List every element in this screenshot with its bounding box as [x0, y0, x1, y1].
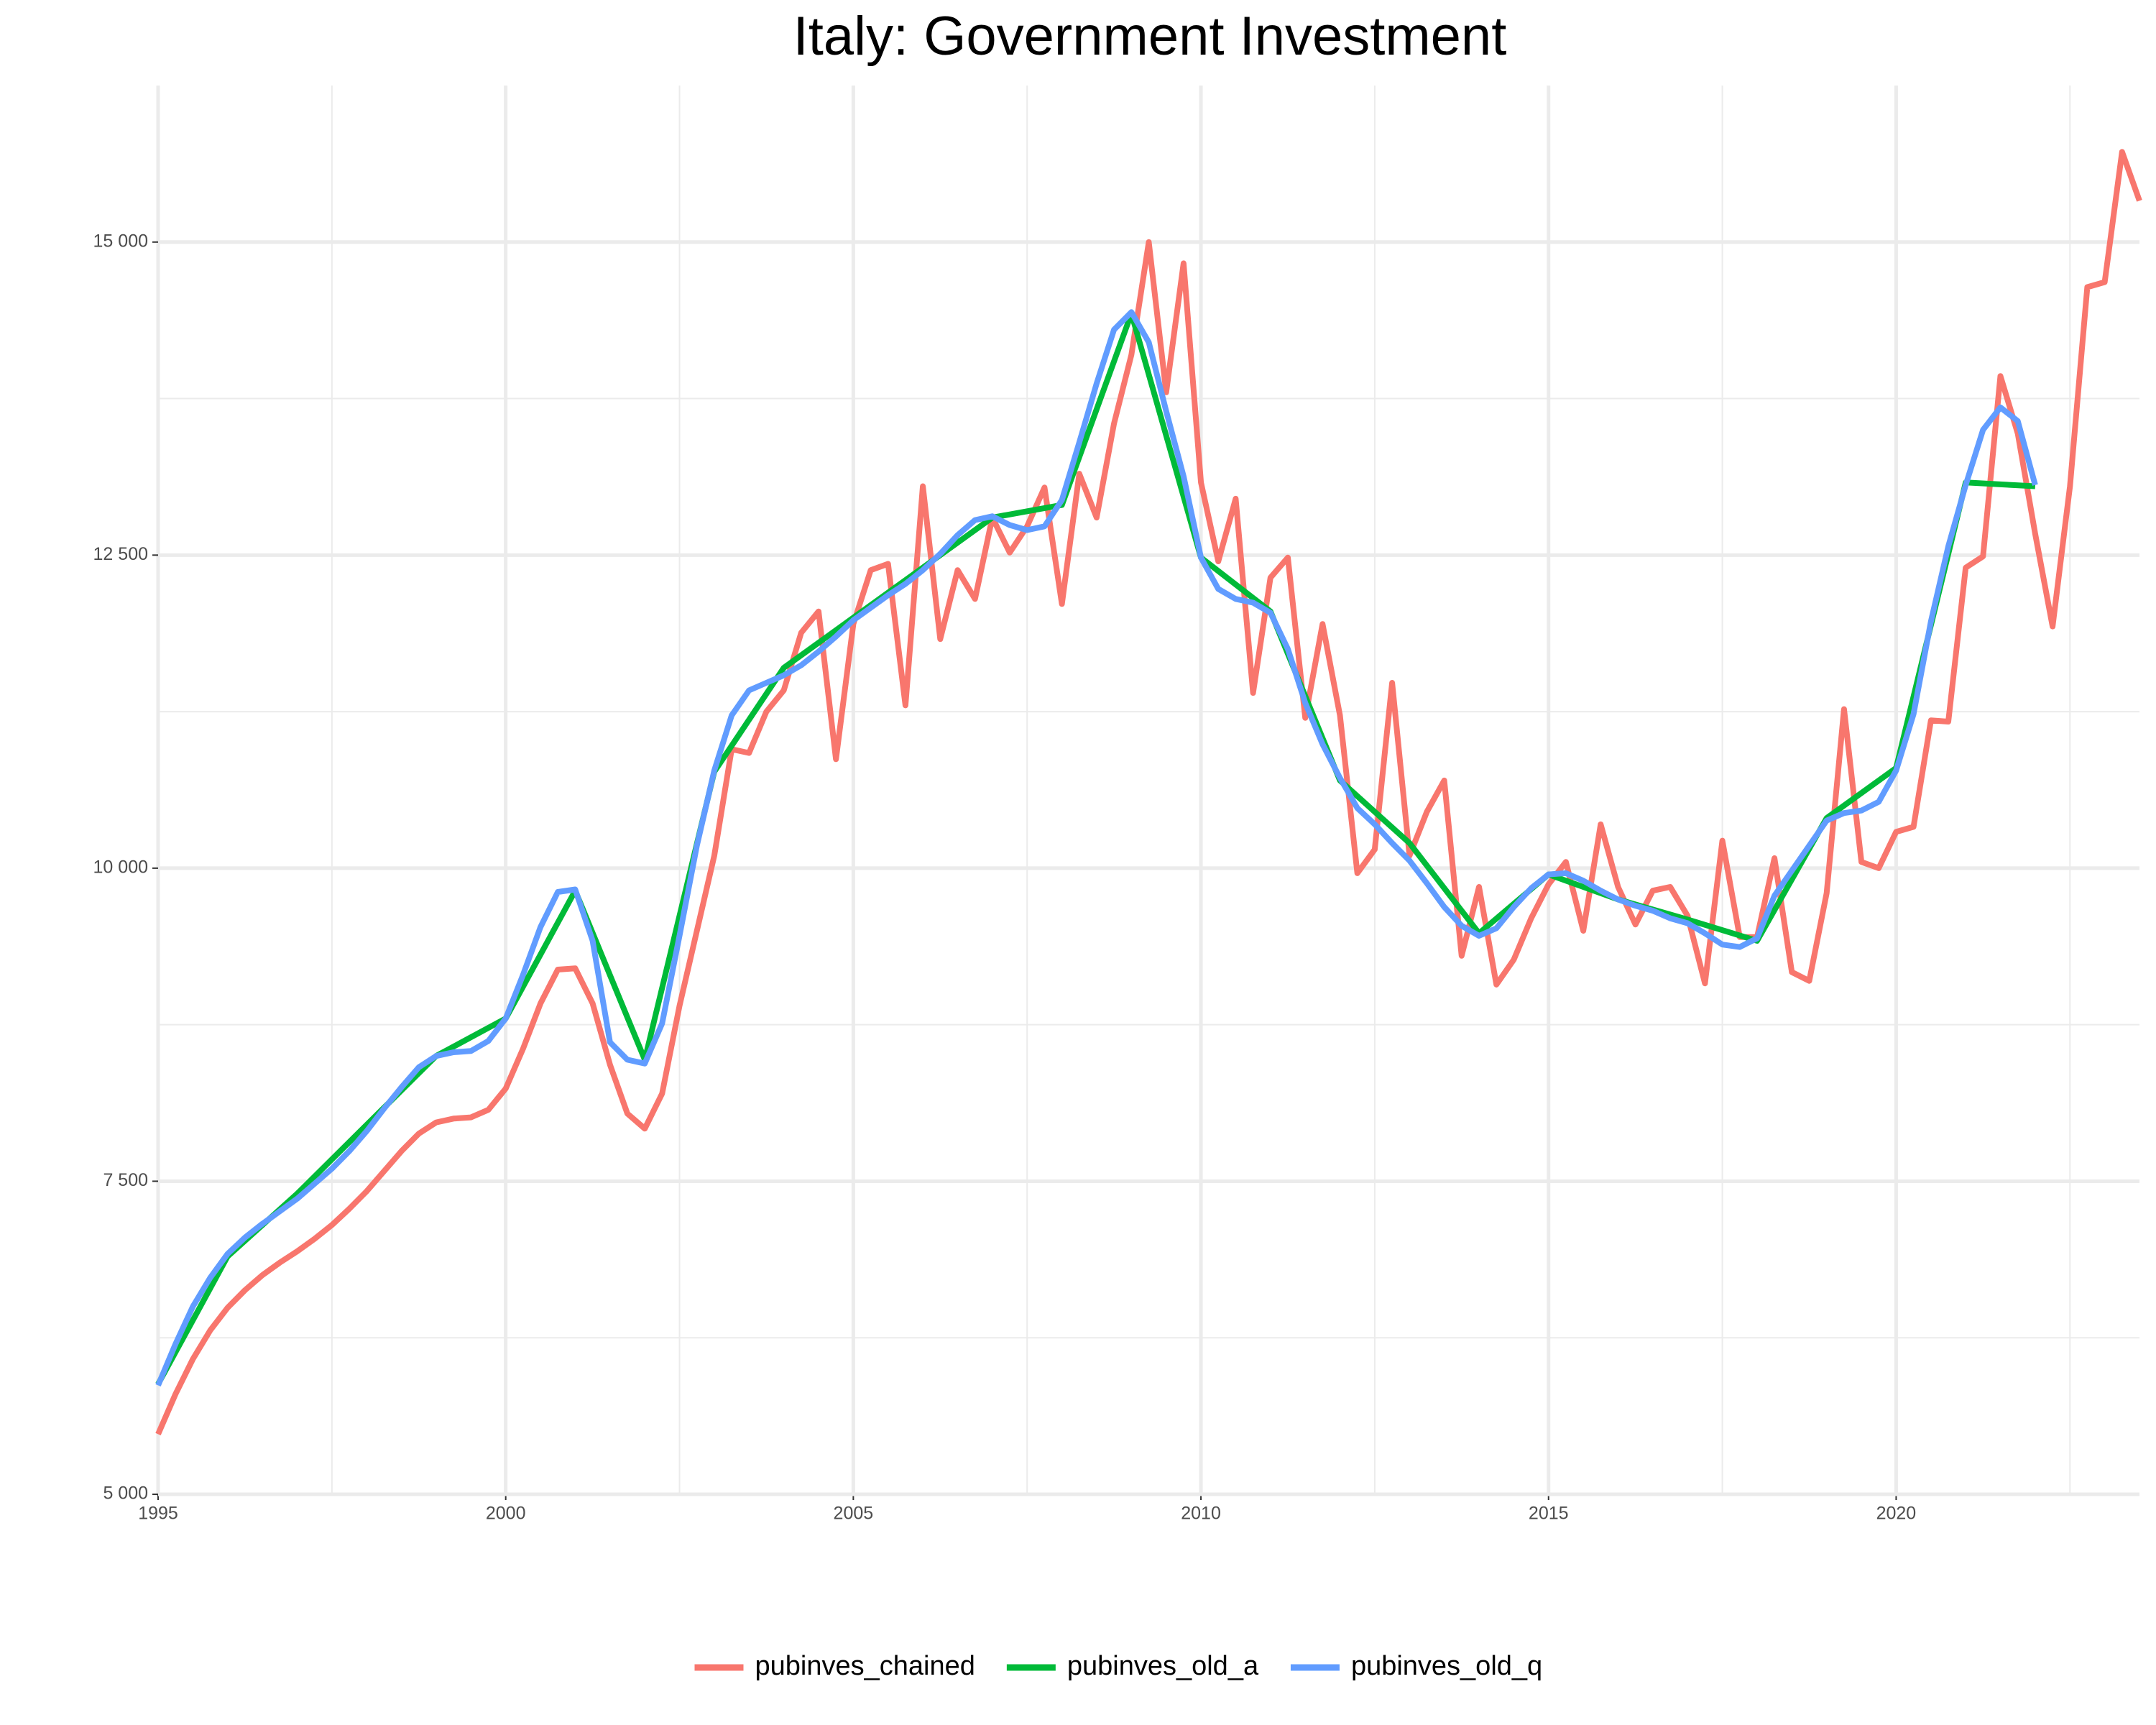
- y-tick-label: 15 000: [93, 231, 148, 251]
- legend: pubinves_chained pubinves_old_a pubinves_o…: [694, 1651, 1542, 1681]
- legend-label: pubinves_chained: [755, 1651, 975, 1681]
- y-tick-label: 7 500: [103, 1170, 148, 1190]
- series-line: [155, 310, 2036, 1386]
- chart-title: Italy: Government Investment: [793, 6, 1507, 67]
- x-tick-label: 2005: [834, 1504, 874, 1524]
- series-line: [155, 309, 2038, 1386]
- y-tick-label: 10 000: [93, 857, 148, 877]
- x-tick-label: 1995: [138, 1504, 178, 1524]
- y-tick-label: 12 500: [93, 544, 148, 564]
- plot-lines: [155, 149, 2142, 1435]
- legend-label: pubinves_old_q: [1351, 1651, 1542, 1681]
- x-tick-label: 2000: [486, 1504, 526, 1524]
- series-line: [155, 149, 2142, 1435]
- x-tick-label: 2020: [1876, 1504, 1917, 1524]
- x-tick-label: 2015: [1529, 1504, 1569, 1524]
- legend-label: pubinves_old_a: [1067, 1651, 1259, 1681]
- y-tick-label: 5 000: [103, 1484, 148, 1504]
- x-tick-label: 2010: [1181, 1504, 1221, 1524]
- grid: 1995 2000 2005 2010 2015 2020 5 000 7 500 10 000…: [93, 86, 2139, 1524]
